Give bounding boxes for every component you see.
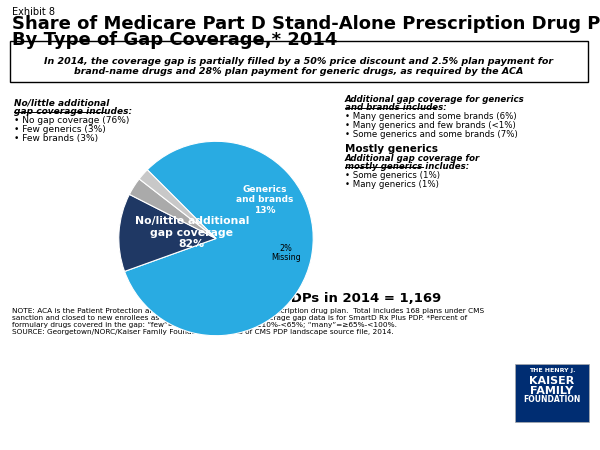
- Text: Additional gap coverage for generics: Additional gap coverage for generics: [345, 95, 525, 104]
- Bar: [10, 41, 588, 82]
- Text: • Many generics (1%): • Many generics (1%): [345, 180, 439, 189]
- Wedge shape: [130, 179, 216, 239]
- Text: NOTE: ACA is the Patient Protection and Affordable Care Act.  PDP is prescriptio: NOTE: ACA is the Patient Protection and …: [12, 308, 484, 335]
- Text: • Many generics and few brands (<1%): • Many generics and few brands (<1%): [345, 121, 516, 130]
- Text: Share of Medicare Part D Stand-Alone Prescription Drug Plans,: Share of Medicare Part D Stand-Alone Pre…: [12, 15, 600, 33]
- Text: 2%: 2%: [280, 244, 292, 253]
- Text: Additional gap coverage for: Additional gap coverage for: [345, 154, 480, 163]
- Text: By Type of Gap Coverage,* 2014: By Type of Gap Coverage,* 2014: [12, 31, 337, 49]
- Text: FOUNDATION: FOUNDATION: [523, 395, 581, 404]
- Text: • Some generics and some brands (7%): • Some generics and some brands (7%): [345, 130, 518, 139]
- Bar: [515, 364, 589, 422]
- Text: FAMILY: FAMILY: [530, 386, 574, 396]
- Text: Total Number of PDPs in 2014 = 1,169: Total Number of PDPs in 2014 = 1,169: [157, 292, 442, 305]
- Text: brand-name drugs and 28% plan payment for generic drugs, as required by the ACA: brand-name drugs and 28% plan payment fo…: [74, 68, 524, 76]
- Text: In 2014, the coverage gap is partially filled by a 50% price discount and 2.5% p: In 2014, the coverage gap is partially f…: [44, 57, 554, 66]
- Wedge shape: [119, 194, 216, 271]
- Text: • Few generics (3%): • Few generics (3%): [14, 125, 106, 134]
- Text: • Few brands (3%): • Few brands (3%): [14, 134, 98, 143]
- Text: gap coverage includes:: gap coverage includes:: [14, 107, 132, 116]
- Text: Exhibit 8: Exhibit 8: [12, 7, 55, 17]
- Wedge shape: [139, 170, 216, 238]
- Text: • Some generics (1%): • Some generics (1%): [345, 171, 440, 180]
- Text: No/little additional: No/little additional: [14, 98, 109, 107]
- Text: • Many generics and some brands (6%): • Many generics and some brands (6%): [345, 112, 517, 121]
- Text: THE HENRY J.: THE HENRY J.: [529, 368, 575, 373]
- Text: KAISER: KAISER: [529, 376, 575, 386]
- Wedge shape: [125, 141, 313, 336]
- Text: and brands includes:: and brands includes:: [345, 103, 447, 112]
- Text: mostly generics includes:: mostly generics includes:: [345, 162, 469, 171]
- Text: No/little additional
gap coverage
82%: No/little additional gap coverage 82%: [134, 216, 249, 249]
- Text: Mostly generics: Mostly generics: [345, 144, 438, 154]
- Text: • No gap coverage (76%): • No gap coverage (76%): [14, 116, 130, 125]
- Text: Generics
and brands
13%: Generics and brands 13%: [236, 184, 293, 215]
- Text: Missing: Missing: [271, 253, 301, 262]
